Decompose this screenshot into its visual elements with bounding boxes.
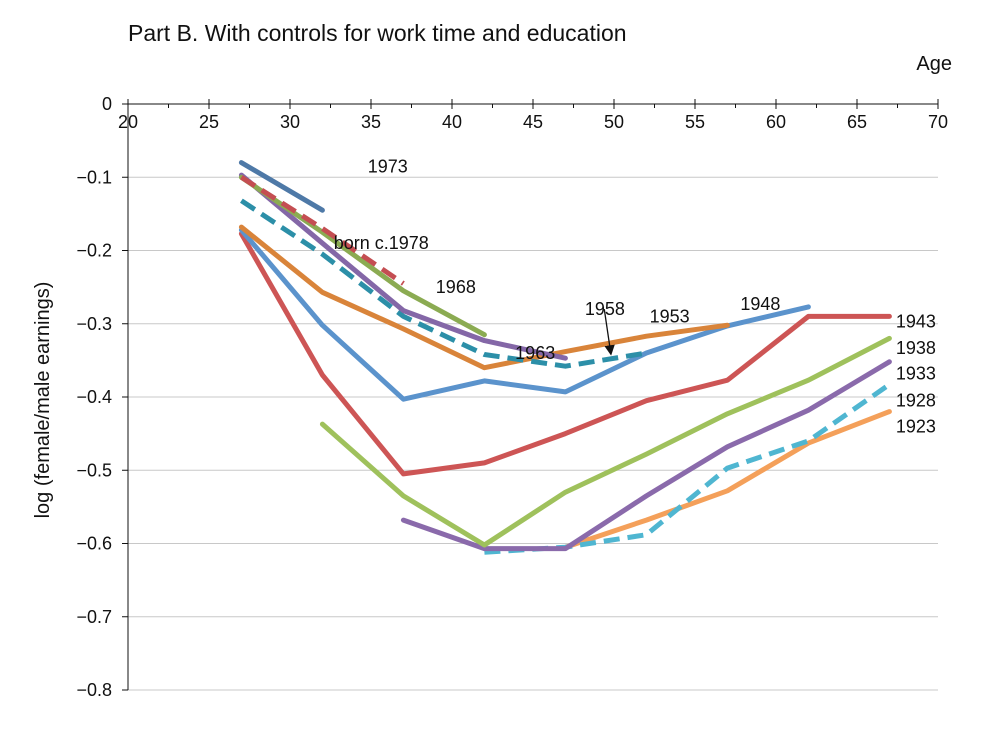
y-tick-label: −0.4 — [76, 387, 112, 407]
x-tick-label: 25 — [199, 112, 219, 132]
x-tick-label: 65 — [847, 112, 867, 132]
series-label: 1943 — [896, 312, 936, 332]
x-tick-label: 40 — [442, 112, 462, 132]
x-tick-label: 50 — [604, 112, 624, 132]
series-label: 1928 — [896, 391, 936, 411]
y-tick-label: −0.7 — [76, 607, 112, 627]
series-label: 1963 — [515, 343, 555, 363]
y-tick-label: −0.1 — [76, 167, 112, 187]
series-lines — [238, 160, 892, 555]
series-label: 1968 — [436, 277, 476, 297]
series-line-1943 — [238, 231, 892, 477]
series-line-1923 — [562, 409, 892, 550]
y-tick-label: −0.2 — [76, 241, 112, 261]
label-arrow — [603, 309, 615, 356]
series-line-1958 — [240, 198, 647, 369]
x-tick-label: 70 — [928, 112, 948, 132]
series-line-1938 — [319, 335, 892, 548]
series-line-1928 — [484, 382, 891, 555]
x-tick-label: 45 — [523, 112, 543, 132]
y-tick-label: −0.6 — [76, 534, 112, 554]
x-tick-label: 30 — [280, 112, 300, 132]
y-tick-label: −0.3 — [76, 314, 112, 334]
x-axis-label: Age — [916, 53, 952, 75]
y-tick-label: −0.8 — [76, 680, 112, 700]
x-tick-label: 35 — [361, 112, 381, 132]
series-line-1933 — [400, 359, 892, 552]
x-tick-label: 20 — [118, 112, 138, 132]
series-label: 1938 — [896, 338, 936, 358]
series-label: 1948 — [740, 294, 780, 314]
series-label: 1953 — [650, 306, 690, 326]
series-line-born-c-1978 — [238, 160, 325, 213]
series-label: born c.1978 — [334, 233, 429, 253]
chart-title: Part B. With controls for work time and … — [128, 20, 627, 46]
y-tick-label: −0.5 — [76, 460, 112, 480]
series-label: 1923 — [896, 416, 936, 436]
series-label: 1973 — [368, 156, 408, 176]
series-line-1953 — [238, 224, 730, 371]
series-label: 1933 — [896, 364, 936, 384]
x-tick-label: 55 — [685, 112, 705, 132]
y-tick-label: 0 — [102, 94, 112, 114]
series-line-1963 — [238, 172, 568, 361]
series-line-1973 — [240, 175, 405, 286]
y-axis-label: log (female/male earnings) — [32, 282, 54, 519]
series-line-1948 — [238, 227, 811, 402]
x-tick-label: 60 — [766, 112, 786, 132]
axes: 0 −0.1 −0.2 −0.3 −0.4 −0.5 −0.6 −0.7 −0.8 20 25 30 3… — [76, 94, 948, 700]
